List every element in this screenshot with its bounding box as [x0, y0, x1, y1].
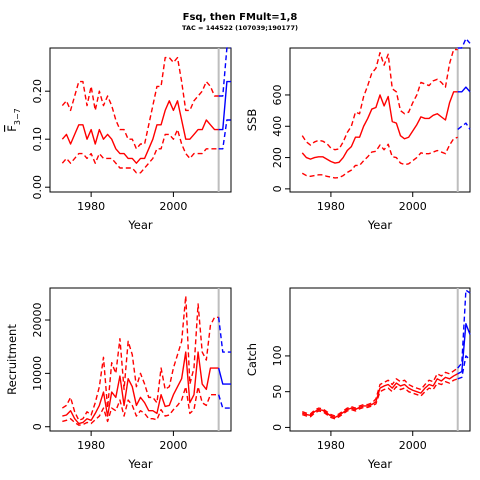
panel-fbar: 1980 2000 0.00 0.10 0.20 Year F3−7 [5, 47, 232, 232]
series-projection-lower [457, 122, 471, 130]
y-tick-label: 0 [271, 185, 284, 192]
series-projection-median [457, 86, 471, 93]
y-tick-label: 10000 [31, 356, 44, 391]
y-tick-label: 0.20 [31, 79, 44, 104]
y-tick-label: 600 [271, 84, 284, 105]
y-tick-label: 100 [271, 345, 284, 366]
x-tick-label: 2000 [159, 200, 187, 213]
series-history-median [301, 91, 458, 164]
series-history-median [61, 100, 219, 164]
x-tick-label: 2000 [159, 439, 187, 452]
series-projection-median [218, 80, 231, 131]
series-history-lower [61, 128, 219, 174]
series-projection-median [457, 323, 471, 375]
series-history-upper [302, 367, 459, 417]
series-projection-lower [217, 394, 231, 409]
y-axis-label: SSB [245, 109, 259, 132]
y-axis-label: Recruitment [5, 324, 19, 395]
y-tick-label: 50 [271, 385, 284, 399]
series-history-lower [62, 386, 219, 426]
y-axis-label: F3−7 [5, 108, 22, 132]
series-projection-upper [217, 317, 231, 353]
y-tick-label: 200 [271, 147, 284, 168]
chart-subtitle: TAC = 144522 (107039;190177) [182, 24, 298, 32]
x-axis-label: Year [127, 457, 153, 471]
series-projection-lower [218, 119, 231, 150]
series-history-median [62, 351, 219, 425]
series-history-median [302, 373, 459, 419]
y-tick-label: 0 [31, 423, 44, 430]
y-tick-label: 0.00 [31, 175, 44, 200]
y-tick-label: 400 [271, 116, 284, 137]
series-history-upper [301, 48, 458, 151]
x-tick-label: 1980 [317, 439, 345, 452]
y-tick-label: 20000 [31, 303, 44, 338]
x-tick-label: 1980 [77, 200, 105, 213]
plot-frame [289, 47, 471, 193]
plot-frame [49, 287, 232, 432]
plot-frame [289, 287, 471, 432]
y-axis-label: Catch [245, 343, 259, 376]
plot-frame [49, 47, 232, 193]
chart-title: Fsq, then FMult=1,8 [183, 12, 298, 23]
x-axis-label: Year [367, 457, 393, 471]
x-tick-label: 2000 [399, 200, 427, 213]
x-axis-label: Year [367, 218, 393, 232]
y-axis-label-main: F [5, 125, 19, 132]
series-projection-lower [457, 355, 471, 380]
y-tick-label: 0.10 [31, 127, 44, 152]
series-projection-median [217, 367, 231, 385]
x-axis-label: Year [127, 218, 153, 232]
x-tick-label: 2000 [399, 439, 427, 452]
y-tick-label: 0 [271, 424, 284, 431]
series-history-lower [301, 136, 458, 179]
series-history-upper [61, 295, 219, 422]
x-tick-label: 1980 [77, 439, 105, 452]
panel-catch: 1980 2000 0 50 100 Year Catch [245, 287, 471, 471]
x-tick-label: 1980 [317, 200, 345, 213]
series-projection-upper [457, 37, 471, 49]
series-projection-upper [218, 47, 231, 97]
panel-ssb: 1980 2000 0 200 400 600 Year SSB [245, 37, 471, 232]
y-axis-label-subscript: 3−7 [13, 108, 22, 125]
series-projection-upper [457, 289, 471, 369]
series-history-upper [61, 56, 219, 150]
